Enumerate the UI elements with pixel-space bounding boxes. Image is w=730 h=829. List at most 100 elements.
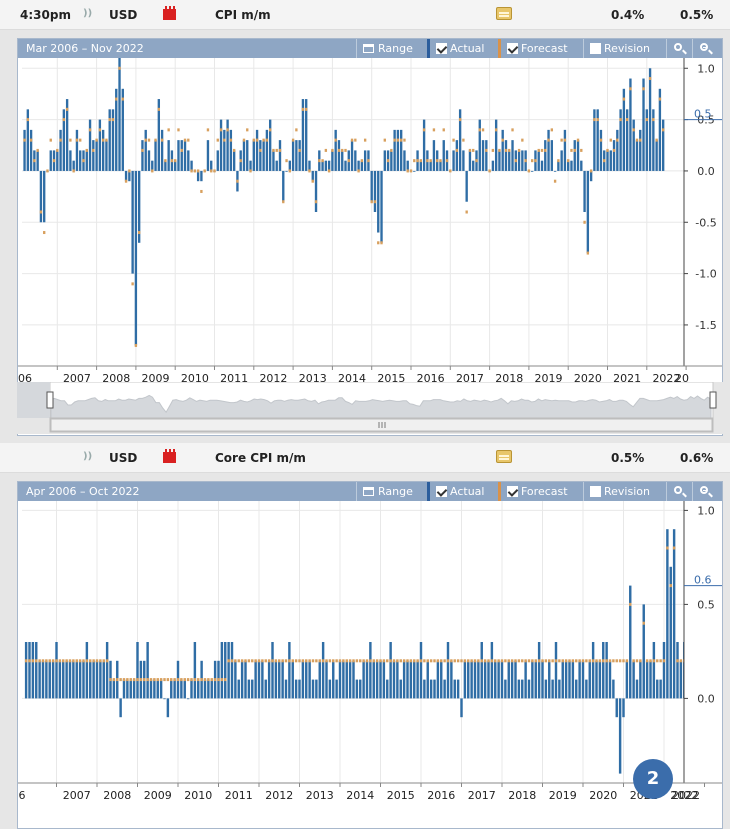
actual-bar bbox=[151, 160, 154, 171]
actual-bar bbox=[271, 642, 274, 699]
forecast-mark bbox=[274, 659, 278, 663]
forecast-mark bbox=[193, 169, 197, 173]
actual-bar bbox=[321, 642, 325, 699]
actual-bar bbox=[99, 660, 102, 699]
actual-toggle[interactable]: Actual bbox=[427, 482, 490, 501]
checkbox-icon[interactable] bbox=[590, 486, 601, 497]
actual-bar bbox=[586, 170, 590, 254]
forecast-mark bbox=[305, 659, 308, 663]
forecast-mark bbox=[186, 678, 190, 682]
actual-bar bbox=[254, 660, 257, 699]
forecast-mark bbox=[666, 546, 669, 550]
forecast-mark bbox=[578, 659, 581, 663]
zoom-out-button[interactable] bbox=[692, 482, 716, 501]
actual-bar bbox=[146, 642, 149, 699]
actual-bar bbox=[48, 660, 51, 699]
forecast-mark bbox=[352, 659, 355, 663]
page-badge[interactable]: 2 bbox=[633, 759, 673, 799]
actual-bar bbox=[92, 140, 95, 171]
forecast-mark bbox=[367, 159, 370, 163]
zoom-in-button[interactable] bbox=[666, 39, 690, 58]
actual-bar bbox=[144, 129, 147, 171]
range-navigator[interactable] bbox=[17, 382, 723, 434]
range-button[interactable]: Range bbox=[356, 39, 419, 58]
actual-bar bbox=[251, 679, 254, 699]
forecast-toggle[interactable]: Forecast bbox=[498, 482, 574, 501]
actual-bar bbox=[363, 150, 367, 171]
actual-bar bbox=[635, 679, 639, 699]
revision-toggle[interactable]: Revision bbox=[583, 482, 656, 501]
forecast-mark bbox=[28, 659, 31, 663]
actual-bar bbox=[95, 660, 99, 699]
actual-toggle[interactable]: Actual bbox=[427, 39, 490, 58]
checkbox-icon[interactable] bbox=[507, 43, 518, 54]
forecast-mark bbox=[465, 210, 468, 214]
core-cpi-bar-chart[interactable]: 1.0 0.5 0.0 0.6 6 2007 2008 2009 2010 2011 2012 201… bbox=[18, 501, 722, 827]
actual-bar bbox=[544, 140, 547, 171]
actual-bar bbox=[494, 119, 498, 171]
forecast-mark bbox=[62, 659, 65, 663]
forecast-mark bbox=[95, 659, 99, 663]
actual-bar bbox=[95, 140, 98, 171]
actual-bar bbox=[571, 660, 575, 699]
forecast-mark bbox=[180, 148, 183, 152]
forecast-mark bbox=[399, 659, 402, 663]
actual-bar bbox=[645, 660, 649, 699]
actual-bar bbox=[65, 660, 68, 699]
forecast-mark bbox=[439, 159, 442, 163]
checkbox-icon[interactable] bbox=[436, 43, 447, 54]
actual-bar bbox=[314, 170, 318, 212]
navigator-area bbox=[50, 394, 712, 419]
forecast-mark bbox=[357, 169, 360, 173]
forecast-mark bbox=[153, 678, 156, 682]
actual-bar bbox=[265, 129, 269, 171]
event-title[interactable]: CPI m/m bbox=[215, 8, 271, 22]
event-row-core-cpi[interactable]: )) USD Core CPI m/m 0.5% 0.6% bbox=[0, 443, 730, 473]
actual-bar bbox=[453, 679, 456, 699]
zoom-out-button[interactable] bbox=[692, 39, 716, 58]
cpi-bar-chart[interactable]: 1.00.50.0-0.5-1.0-1.50.506 2007 2008 2009 20… bbox=[18, 58, 722, 384]
actual-bar bbox=[372, 660, 375, 699]
forecast-mark bbox=[612, 148, 616, 152]
forecast-mark bbox=[62, 118, 66, 122]
forecast-mark bbox=[656, 659, 659, 663]
actual-bar bbox=[267, 660, 271, 699]
forecast-mark bbox=[345, 659, 348, 663]
actual-bar bbox=[75, 660, 78, 699]
event-row-cpi[interactable]: 4:30pm )) USD CPI m/m 0.4% 0.5% bbox=[0, 0, 730, 30]
forecast-toggle[interactable]: Forecast bbox=[498, 39, 574, 58]
forecast-mark bbox=[75, 138, 79, 142]
x-tick-label: 2007 bbox=[63, 789, 91, 802]
forecast-mark bbox=[324, 148, 328, 152]
forecast-mark bbox=[75, 659, 78, 663]
forecast-mark bbox=[132, 678, 136, 682]
forecast-mark bbox=[588, 659, 591, 663]
actual-bar bbox=[544, 679, 548, 699]
folder-icon[interactable] bbox=[496, 450, 512, 463]
actual-bar bbox=[468, 150, 472, 171]
zoom-in-button[interactable] bbox=[666, 482, 690, 501]
checkbox-icon[interactable] bbox=[507, 486, 518, 497]
forecast-mark bbox=[563, 138, 567, 142]
actual-bar bbox=[521, 150, 524, 171]
forecast-mark bbox=[453, 659, 456, 663]
revision-toggle[interactable]: Revision bbox=[583, 39, 656, 58]
forecast-mark bbox=[504, 659, 507, 663]
checkbox-icon[interactable] bbox=[436, 486, 447, 497]
actual-bar bbox=[470, 660, 473, 699]
range-button[interactable]: Range bbox=[356, 482, 419, 501]
folder-icon[interactable] bbox=[496, 7, 512, 20]
forecast-mark bbox=[65, 107, 69, 111]
actual-bar bbox=[350, 140, 354, 171]
actual-bar bbox=[36, 150, 39, 171]
checkbox-icon[interactable] bbox=[590, 43, 601, 54]
actual-bar bbox=[51, 660, 55, 699]
actual-bar bbox=[456, 679, 460, 699]
actual-bar bbox=[455, 140, 459, 171]
actual-bar bbox=[291, 660, 294, 699]
event-currency: USD bbox=[109, 451, 138, 465]
event-title[interactable]: Core CPI m/m bbox=[215, 451, 306, 465]
forecast-mark bbox=[581, 659, 585, 663]
forecast-mark bbox=[468, 148, 472, 152]
forecast-mark bbox=[321, 659, 325, 663]
